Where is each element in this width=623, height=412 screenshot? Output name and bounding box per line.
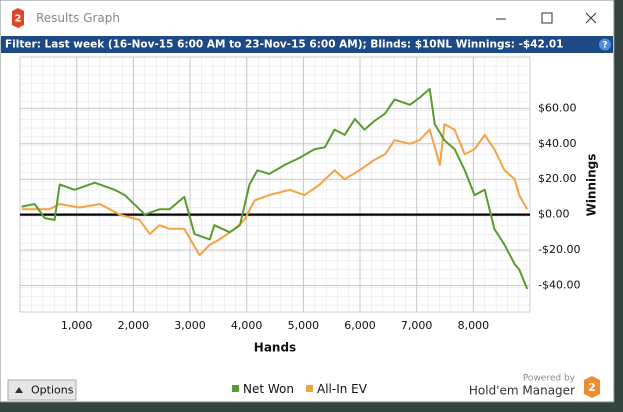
x-tick-label: 1,000	[61, 319, 93, 332]
options-button[interactable]	[7, 379, 77, 401]
filter-bar	[1, 36, 613, 53]
x-axis-title: Hands	[254, 341, 296, 355]
close-button[interactable]	[585, 12, 597, 24]
y-tick-label: $0.00	[538, 208, 570, 221]
y-tick-label: $40.00	[538, 137, 577, 150]
legend-label: Net Won	[243, 382, 294, 396]
y-axis-title: Winnings	[585, 154, 599, 217]
x-tick-label: 2,000	[118, 319, 150, 332]
series-line	[21, 87, 529, 290]
series-line	[21, 123, 529, 257]
plot-area	[19, 56, 531, 313]
x-tick-label: 7,000	[401, 319, 433, 332]
options-label: Options	[31, 384, 74, 397]
x-tick-label: 6,000	[344, 319, 376, 332]
powered-by: Powered by	[523, 374, 576, 384]
chart: 1,000 2,000 3,000 4,000 5,000 6,000 7,000 8,000…	[20, 57, 580, 396]
y-tick-label: $20.00	[538, 172, 577, 185]
help-icon-text: ?	[602, 41, 607, 51]
filter-text: Filter: Last week (16-Nov-15 6:00 AM to …	[5, 39, 563, 51]
y-tick-label: -$20.00	[538, 243, 580, 256]
app-icon	[12, 8, 24, 28]
help-icon[interactable]	[599, 38, 611, 51]
options-arrow	[15, 387, 23, 393]
brand-logo	[584, 376, 600, 398]
x-tick-label: 5,000	[288, 319, 320, 332]
legend-label: All-In EV	[317, 382, 368, 396]
x-tick-label: 8,000	[458, 319, 490, 332]
y-tick-label: $60.00	[538, 101, 577, 114]
app-icon-text: 2	[15, 14, 22, 25]
window-title: Results Graph	[36, 11, 120, 25]
brand-logo-text: 2	[588, 381, 596, 394]
brand: Hold'em Manager	[469, 384, 575, 398]
maximize-button[interactable]	[541, 12, 553, 24]
legend-swatch	[306, 385, 313, 392]
y-tick-label: -$40.00	[538, 278, 580, 291]
legend-swatch	[232, 385, 239, 392]
x-tick-label: 3,000	[174, 319, 206, 332]
x-tick-label: 4,000	[231, 319, 263, 332]
